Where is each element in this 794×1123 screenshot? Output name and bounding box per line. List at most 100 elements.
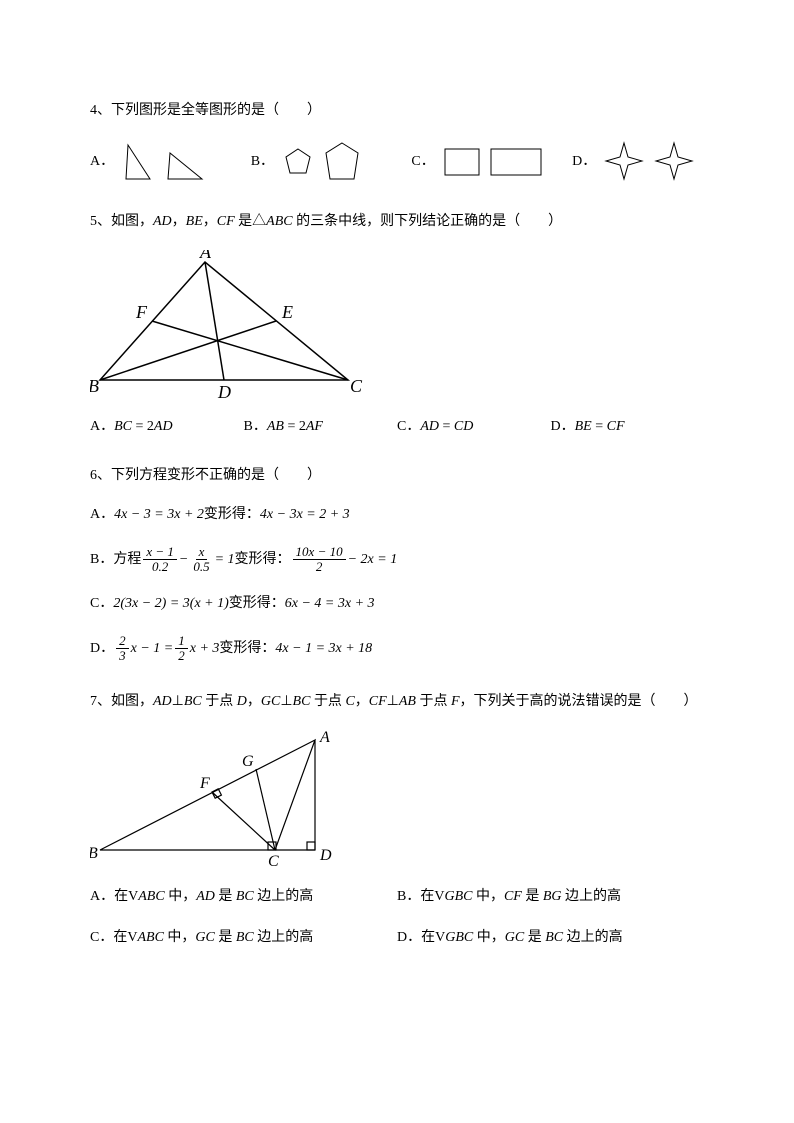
- q7-s12: F: [451, 694, 460, 709]
- q5d-r: CF: [607, 419, 625, 434]
- q6d-f2n: 1: [175, 634, 188, 649]
- q6d-mid: 变形得：: [219, 638, 275, 659]
- q7d-p1: 是: [524, 930, 545, 945]
- q7-triangle-icon: A B C D F G: [90, 730, 350, 870]
- q5-lbl-a: A: [199, 250, 212, 262]
- q4-c-label: C．: [411, 151, 434, 172]
- q7b-p2: 边上的高: [562, 889, 622, 904]
- q7-s1t: ⊥: [172, 694, 184, 709]
- q5b-eq: = 2: [284, 419, 306, 434]
- q5-lbl-e: E: [281, 302, 293, 322]
- q7d-mid: 中，: [473, 930, 505, 945]
- q6b-frac2: x0.5: [190, 545, 212, 573]
- q7-choice-b: B．在VGBC 中，CF 是 BG 边上的高: [397, 886, 704, 907]
- q7c-v: V: [127, 930, 137, 945]
- q6a-mid: 变形得：: [204, 504, 260, 525]
- question-4: 4、下列图形是全等图形的是（ ） A． B． C．: [90, 100, 704, 183]
- q6-choice-a: A． 4x − 3 = 3x + 2 变形得： 4x − 3x = 2 + 3: [90, 504, 704, 525]
- q7-lbl-a: A: [319, 730, 330, 746]
- q4-stem: 4、下列图形是全等图形的是（ ）: [90, 100, 704, 121]
- q7b-h: CF: [504, 889, 522, 904]
- q6c-pre: C．: [90, 593, 113, 614]
- q5-p1: 是△: [235, 214, 267, 229]
- q5d-l: BE: [575, 419, 592, 434]
- q5-be: BE: [186, 214, 203, 229]
- q5a-r: AD: [154, 419, 173, 434]
- q7-lbl-c: C: [268, 853, 279, 870]
- q7-s10: AB: [399, 694, 416, 709]
- q4-d-icon: [602, 139, 702, 183]
- q6b-f2d: 0.5: [190, 560, 212, 574]
- q5a-eq: = 2: [132, 419, 154, 434]
- q6b-minus: −: [179, 549, 188, 570]
- q7d-p2: 边上的高: [563, 930, 623, 945]
- q6b-f1d: 0.2: [149, 560, 171, 574]
- q5a-l: BC: [114, 419, 132, 434]
- q5d-eq: =: [592, 419, 607, 434]
- q4-stem-text: 下列图形是全等图形的是（ ）: [111, 103, 321, 118]
- q5b-pre: B．: [244, 419, 267, 434]
- q7-s5: GC: [261, 694, 280, 709]
- q4-choice-a: A．: [90, 139, 241, 183]
- q5c-l: AD: [420, 419, 439, 434]
- q4-number: 4、: [90, 103, 111, 118]
- q6d-frac1: 23: [116, 634, 129, 662]
- q6d-f1d: 3: [116, 649, 129, 663]
- q6d-f2d: 2: [175, 649, 188, 663]
- q6c-mid: 变形得：: [229, 593, 285, 614]
- q7a-h: AD: [196, 889, 215, 904]
- q6a-pre: A．: [90, 504, 114, 525]
- q6b-tail: − 2x = 1: [348, 549, 398, 570]
- q5-p2: 的三条中线，则下列结论正确的是（ ）: [293, 214, 563, 229]
- q7b-v: V: [434, 889, 444, 904]
- q7-s4: D: [237, 694, 247, 709]
- q6b-frac3: 10x − 102: [293, 545, 346, 573]
- q5-ad: AD: [153, 214, 172, 229]
- q7d-v: V: [435, 930, 445, 945]
- q6c-rhs: 6x − 4 = 3x + 3: [285, 593, 375, 614]
- q5d-pre: D．: [551, 419, 575, 434]
- q7a-e: BC: [236, 889, 254, 904]
- q7-s3: 于点: [202, 694, 237, 709]
- q7-pre: 如图，: [111, 694, 153, 709]
- q5-choices: A．BC = 2AD B．AB = 2AF C．AD = CD D．BE = C…: [90, 416, 704, 437]
- q7-stem: 7、如图，AD⊥BC 于点 D，GC⊥BC 于点 C，CF⊥AB 于点 F，下列…: [90, 691, 704, 712]
- q6b-f2n: x: [196, 545, 208, 560]
- q5-choice-d: D．BE = CF: [551, 416, 705, 437]
- q7-s9: CF: [369, 694, 387, 709]
- q6b-f3n: 10x − 10: [293, 545, 346, 560]
- q5-cf: CF: [217, 214, 235, 229]
- q7-choices: A．在VABC 中，AD 是 BC 边上的高 B．在VGBC 中，CF 是 BG…: [90, 886, 704, 968]
- q7-s7: 于点: [310, 694, 345, 709]
- q5-s1: 如图，: [111, 214, 153, 229]
- q5-c2: ，: [203, 214, 217, 229]
- q7d-e: BC: [545, 930, 563, 945]
- q4-choice-b: B．: [251, 139, 402, 183]
- q7c-t: ABC: [137, 930, 163, 945]
- q4-choice-c: C．: [411, 139, 562, 183]
- q6d-f1n: 2: [116, 634, 129, 649]
- q4-choices: A． B． C．: [90, 139, 704, 183]
- q7-choice-d: D．在VGBC 中，GC 是 BC 边上的高: [397, 927, 704, 948]
- q5-lbl-d: D: [217, 382, 231, 400]
- q5c-pre: C．: [397, 419, 420, 434]
- q5-lbl-b: B: [90, 376, 99, 396]
- q7-lbl-f: F: [199, 775, 210, 792]
- q4-d-label: D．: [572, 151, 596, 172]
- q7-lbl-b: B: [90, 845, 98, 862]
- q7-number: 7、: [90, 694, 111, 709]
- q7d-t: GBC: [445, 930, 473, 945]
- q5a-pre: A．: [90, 419, 114, 434]
- q6-choice-c: C． 2(3x − 2) = 3(x + 1) 变形得： 6x − 4 = 3x…: [90, 593, 704, 614]
- q5-abc: ABC: [266, 214, 292, 229]
- q4-c-icon: [441, 139, 551, 183]
- q7-choice-c: C．在VABC 中，GC 是 BC 边上的高: [90, 927, 397, 948]
- q7a-p1: 是: [215, 889, 236, 904]
- q6c-lhs: 2(3x − 2) = 3(x + 1): [113, 593, 228, 614]
- q7-lbl-g: G: [242, 753, 254, 770]
- question-5: 5、如图，AD，BE，CF 是△ABC 的三条中线，则下列结论正确的是（ ） A…: [90, 211, 704, 437]
- q4-a-label: A．: [90, 151, 114, 172]
- q7a-mid: 中，: [165, 889, 197, 904]
- q5-triangle-icon: A B C D E F: [90, 250, 370, 400]
- q5-choice-a: A．BC = 2AD: [90, 416, 244, 437]
